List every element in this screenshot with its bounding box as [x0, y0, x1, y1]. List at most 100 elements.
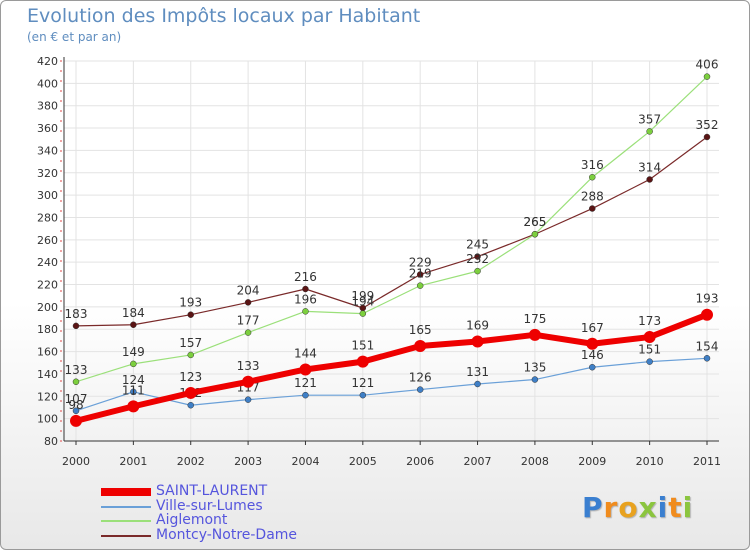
data-point-saint-laurent — [242, 375, 255, 388]
data-point-saint-laurent — [471, 335, 484, 348]
data-label-saint-laurent: 175 — [523, 312, 546, 326]
data-label-aiglemont: 133 — [65, 363, 88, 377]
data-point-saint-laurent — [701, 308, 713, 321]
series-line-aiglemont — [75, 76, 708, 383]
data-label-saint-laurent: 111 — [122, 383, 145, 397]
y-tick-label: 260 — [37, 234, 58, 247]
legend-label: Aiglemont — [156, 512, 228, 528]
data-label-montcy-notre-dame: 204 — [237, 283, 260, 297]
x-tick-label: 2011 — [693, 455, 721, 468]
data-point-montcy-notre-dame — [244, 299, 252, 306]
data-label-montcy-notre-dame: 314 — [638, 160, 661, 174]
data-point-saint-laurent — [528, 328, 541, 341]
y-tick-label: 360 — [37, 122, 58, 135]
data-point-aiglemont — [416, 282, 424, 289]
x-tick-label: 2007 — [464, 455, 492, 468]
data-label-montcy-notre-dame: 199 — [351, 289, 374, 303]
data-point-ville-sur-lumes — [359, 391, 367, 399]
data-label-ville-sur-lumes: 121 — [294, 376, 317, 390]
data-label-aiglemont: 219 — [409, 267, 432, 281]
x-tick-label: 2008 — [521, 455, 549, 468]
data-label-saint-laurent: 165 — [409, 323, 432, 337]
data-point-saint-laurent — [586, 337, 599, 350]
legend-swatch — [101, 488, 151, 496]
data-label-montcy-notre-dame: 265 — [523, 215, 546, 229]
x-tick-label: 2003 — [234, 455, 262, 468]
y-tick-label: 140 — [37, 368, 58, 381]
x-tick-label: 2002 — [177, 455, 205, 468]
data-point-ville-sur-lumes — [474, 380, 481, 388]
data-label-aiglemont: 196 — [294, 292, 317, 306]
data-point-aiglemont — [703, 73, 711, 80]
data-label-ville-sur-lumes: 107 — [65, 392, 88, 406]
data-label-saint-laurent: 169 — [466, 319, 489, 333]
data-point-aiglemont — [72, 378, 80, 386]
x-tick-label: 2000 — [62, 455, 90, 468]
data-label-aiglemont: 357 — [638, 112, 661, 126]
data-point-aiglemont — [302, 308, 309, 315]
data-point-montcy-notre-dame — [646, 176, 653, 183]
x-tick-label: 2009 — [578, 455, 606, 468]
chart-title: Evolution des Impôts locaux par Habitant — [27, 5, 421, 27]
data-label-aiglemont: 194 — [351, 295, 374, 309]
data-point-ville-sur-lumes — [589, 363, 596, 371]
data-point-montcy-notre-dame — [72, 322, 80, 330]
data-label-aiglemont: 316 — [581, 158, 604, 172]
data-label-montcy-notre-dame: 193 — [179, 296, 202, 310]
y-tick-label: 380 — [37, 100, 58, 113]
data-label-saint-laurent: 151 — [351, 339, 374, 353]
legend-label: Montcy-Notre-Dame — [156, 526, 298, 543]
data-point-montcy-notre-dame — [416, 271, 424, 278]
data-point-ville-sur-lumes — [302, 391, 309, 399]
data-point-ville-sur-lumes — [703, 355, 711, 362]
data-point-montcy-notre-dame — [130, 321, 137, 329]
data-point-montcy-notre-dame — [302, 285, 309, 293]
data-point-ville-sur-lumes — [531, 376, 539, 383]
y-tick-label: 200 — [37, 301, 58, 314]
y-tick-label: 300 — [37, 189, 58, 202]
data-label-montcy-notre-dame: 183 — [65, 307, 88, 321]
data-label-ville-sur-lumes: 151 — [638, 343, 661, 357]
data-point-saint-laurent — [127, 400, 140, 413]
data-label-ville-sur-lumes: 135 — [523, 361, 546, 375]
y-tick-label: 80 — [44, 435, 58, 448]
data-point-saint-laurent — [299, 363, 312, 376]
data-label-aiglemont: 177 — [237, 314, 260, 328]
data-point-ville-sur-lumes — [646, 358, 653, 365]
data-point-montcy-notre-dame — [589, 205, 596, 212]
data-label-ville-sur-lumes: 121 — [351, 376, 374, 390]
data-point-aiglemont — [589, 173, 596, 181]
data-label-ville-sur-lumes: 146 — [581, 348, 604, 362]
data-label-montcy-notre-dame: 352 — [696, 118, 719, 132]
series-line-saint-laurent — [73, 311, 710, 424]
data-point-montcy-notre-dame — [187, 311, 194, 318]
x-tick-label: 2006 — [406, 455, 434, 468]
data-point-aiglemont — [187, 351, 194, 359]
data-point-saint-laurent — [70, 414, 82, 427]
y-tick-label: 240 — [37, 256, 58, 269]
legend-swatch — [101, 520, 151, 522]
series-line-montcy-notre-dame — [75, 136, 708, 327]
data-label-montcy-notre-dame: 229 — [409, 255, 432, 269]
data-point-saint-laurent — [184, 386, 197, 399]
legend-item: SAINT-LAURENT — [101, 483, 361, 500]
legend-swatch — [101, 505, 151, 508]
data-label-ville-sur-lumes: 124 — [122, 373, 145, 387]
data-point-montcy-notre-dame — [703, 133, 711, 141]
y-tick-label: 280 — [37, 211, 58, 224]
y-tick-label: 120 — [37, 390, 58, 403]
y-tick-label: 340 — [37, 144, 58, 157]
data-point-montcy-notre-dame — [474, 253, 481, 260]
logo-letter: t — [668, 491, 683, 524]
logo-letter: r — [603, 491, 619, 524]
data-label-aiglemont: 406 — [696, 58, 719, 72]
data-label-aiglemont: 149 — [122, 345, 145, 359]
x-tick-label: 2010 — [636, 455, 664, 468]
data-point-saint-laurent — [643, 331, 656, 344]
data-label-montcy-notre-dame: 184 — [122, 306, 145, 320]
data-label-saint-laurent: 133 — [237, 359, 260, 373]
y-tick-label: 220 — [37, 279, 58, 292]
data-point-aiglemont — [646, 128, 653, 135]
data-label-aiglemont: 157 — [179, 336, 202, 350]
legend-item: Aiglemont — [101, 512, 361, 529]
